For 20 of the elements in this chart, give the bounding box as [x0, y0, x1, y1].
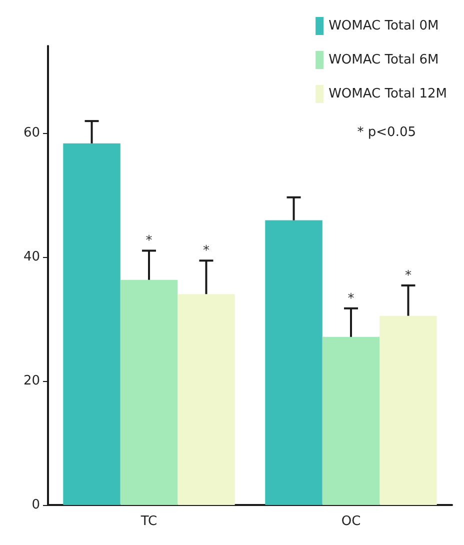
bar [322, 336, 380, 505]
annotation: * p<0.05 [357, 125, 416, 140]
data-label: * [202, 244, 210, 259]
data-label: * [404, 268, 412, 284]
y-tick-label: 20 [23, 373, 40, 388]
data-label: * [348, 291, 355, 306]
y-tick-label: 0 [32, 498, 40, 512]
bar [380, 316, 437, 505]
bar [120, 280, 178, 505]
legend-label: WOMAC Total 12M [328, 86, 448, 102]
data-label: * [146, 234, 153, 249]
x-tick-label: TC [140, 514, 158, 529]
y-tick-label: 40 [23, 249, 40, 264]
bar [178, 294, 235, 505]
bar [63, 143, 120, 505]
x-tick-label: OC [341, 514, 361, 529]
bar [265, 220, 322, 505]
y-tick-label: 60 [23, 125, 40, 140]
legend-label: WOMAC Total 0M [328, 18, 439, 34]
legend-label: WOMAC Total 6M [328, 52, 439, 68]
